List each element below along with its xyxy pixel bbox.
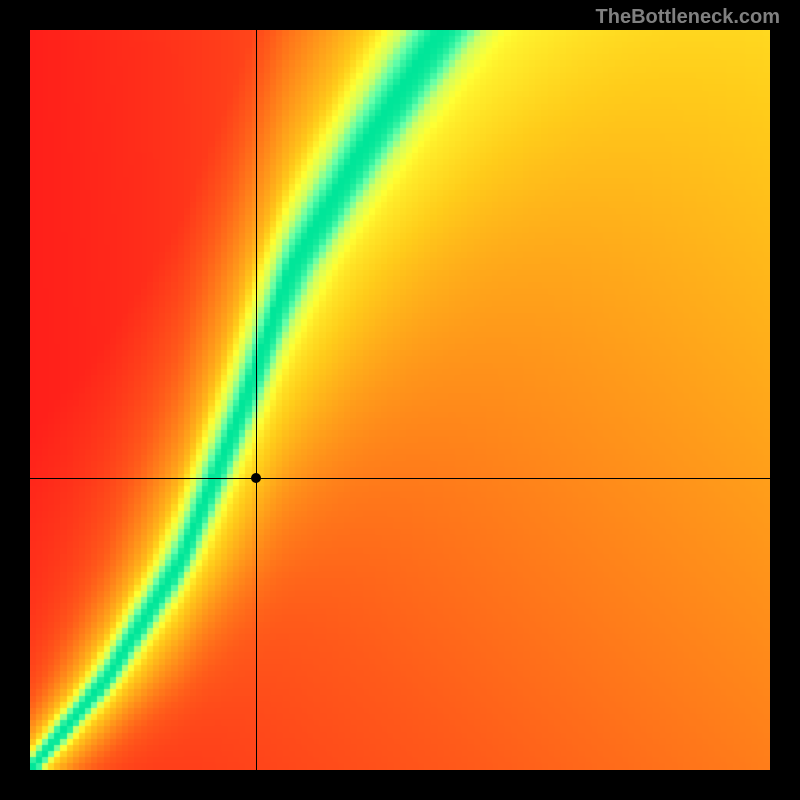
heatmap-chart bbox=[30, 30, 770, 770]
crosshair-horizontal bbox=[30, 478, 770, 479]
crosshair-marker bbox=[251, 473, 261, 483]
crosshair-vertical bbox=[256, 30, 257, 770]
watermark-text: TheBottleneck.com bbox=[596, 6, 780, 29]
heatmap-canvas bbox=[30, 30, 770, 770]
